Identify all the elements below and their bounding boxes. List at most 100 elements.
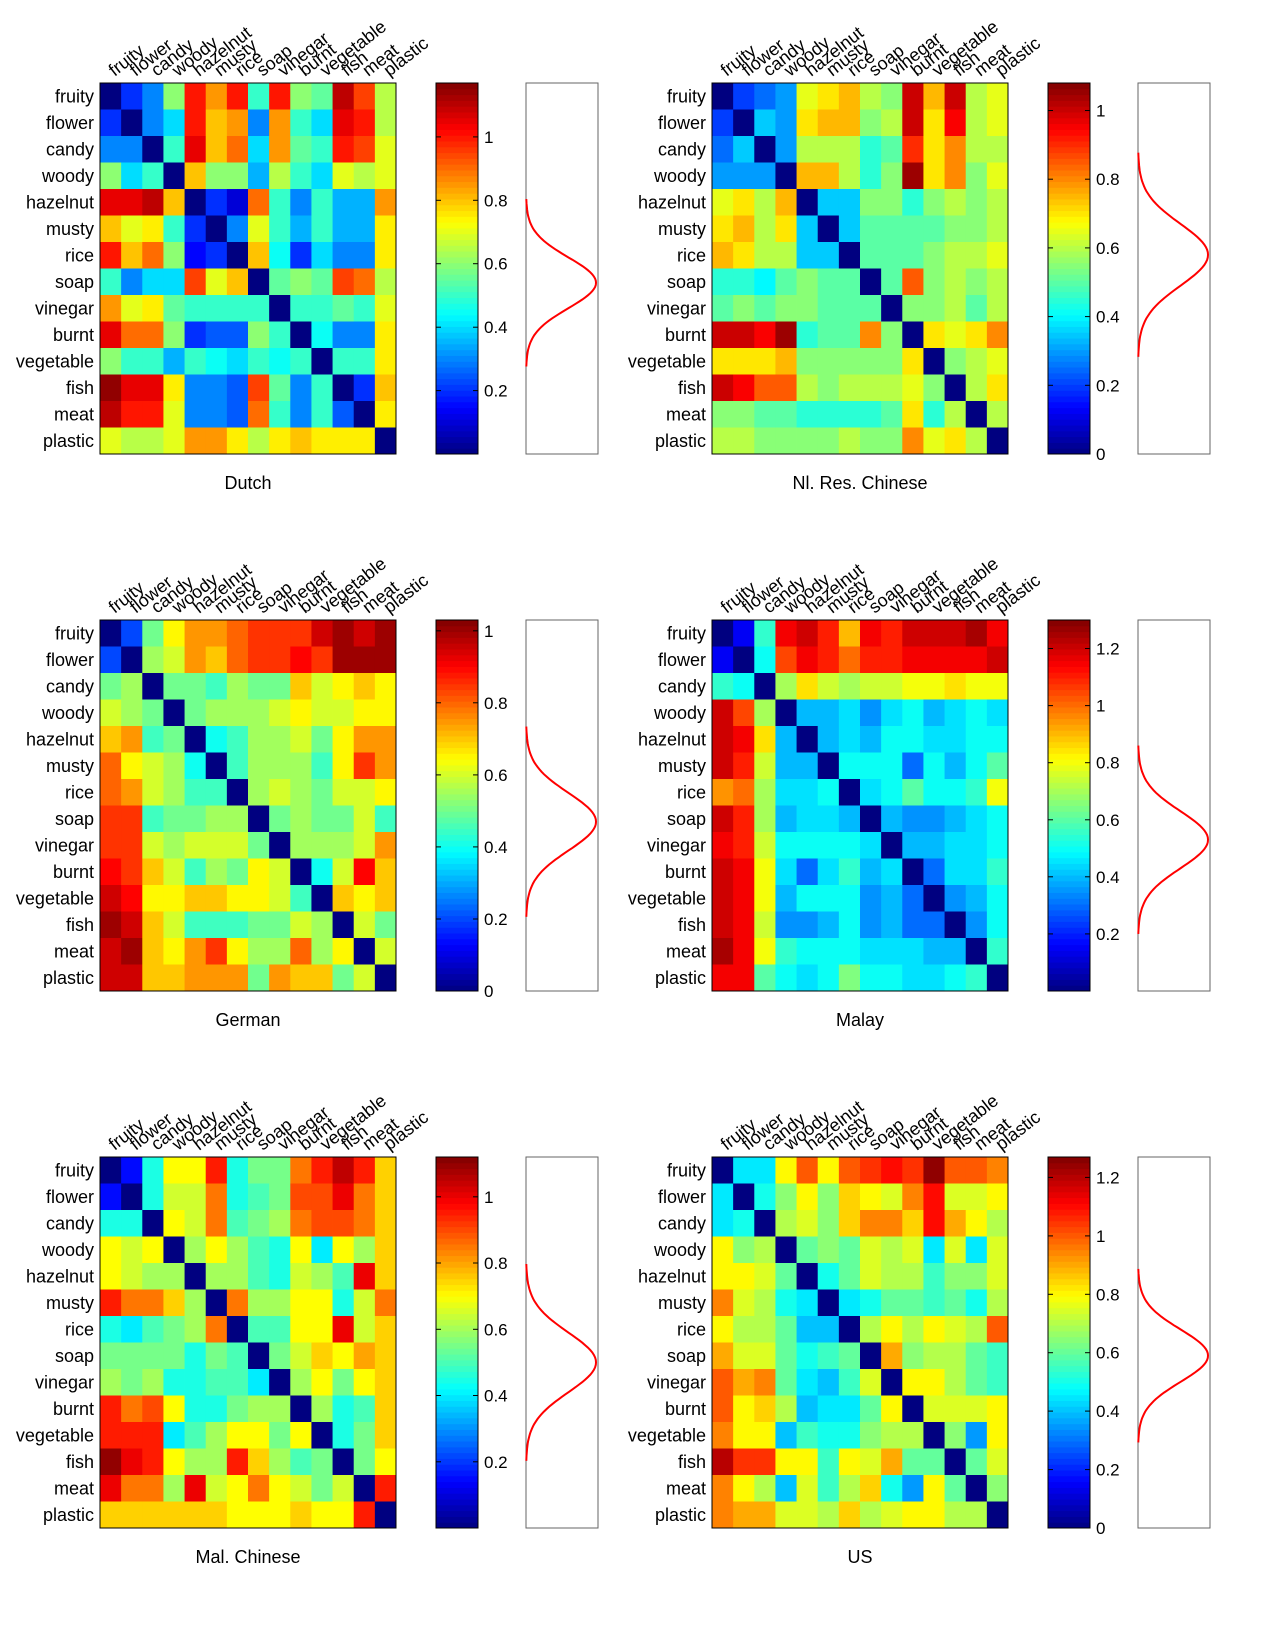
heatmap-cell [902,964,924,992]
heatmap-cell [902,242,924,269]
heatmap-cell [163,699,185,727]
heatmap-cell [142,401,164,428]
colorbar-step [1048,677,1090,685]
heatmap-cell [860,1263,882,1290]
heatmap-cell [902,1342,924,1370]
heatmap-cell [353,136,376,163]
heatmap-cell [311,215,333,243]
row-label: vinegar [647,298,706,318]
heatmap-cell [965,673,988,700]
heatmap-cell [163,1183,185,1211]
heatmap-cell [248,938,270,965]
heatmap-cell [965,1289,988,1317]
row-label: meat [666,941,706,961]
heatmap-cell [311,242,333,269]
heatmap-cell [269,242,291,269]
heatmap-cell [986,1289,1009,1317]
colorbar-step [1048,233,1090,241]
colorbar-step [1048,776,1090,783]
heatmap-cell [311,779,333,806]
heatmap-cell [775,215,797,243]
colorbar-step [436,828,478,835]
heatmap-cell [986,1236,1009,1264]
heatmap-cell [902,1395,924,1423]
heatmap-cell [775,1501,797,1529]
heatmap-cell [860,1316,882,1343]
heatmap-cell [184,1422,207,1449]
colorbar-step [1048,660,1090,667]
heatmap-cell [226,374,249,402]
heatmap-cell [353,699,376,727]
heatmap-cell [353,1395,376,1423]
heatmap-cell [944,162,967,190]
colorbar-step [1048,378,1090,385]
heatmap-cell [733,1448,755,1476]
colorbar-step [1048,193,1090,200]
colorbar-step [436,390,478,397]
colorbar-step [1048,425,1090,432]
heatmap-cell [353,1448,376,1476]
heatmap-cell [733,938,755,965]
heatmap-cell [332,964,355,992]
heatmap-cell [754,321,776,349]
heatmap-cell [332,1369,355,1396]
heatmap-cell [712,1157,734,1184]
row-label: fruity [55,623,94,643]
colorbar-step [436,1481,478,1488]
heatmap-cell [205,646,228,674]
heatmap-cell [332,1422,355,1449]
colorbar-gradient [436,83,478,455]
heatmap-cell [965,1342,988,1370]
heatmap-cell [248,162,270,190]
heatmap-cell [332,401,355,428]
heatmap-cell [775,938,797,965]
row-label: vinegar [647,835,706,855]
colorbar-step [436,227,478,235]
heatmap-cell [142,1475,164,1502]
heatmap-cell [142,348,164,375]
colorbar-gradient [1048,83,1090,455]
row-label: fish [678,378,706,398]
heatmap-cell [163,911,185,939]
heatmap-cell [754,83,776,110]
heatmap-cell [248,911,270,939]
heatmap-cell [796,295,819,322]
heatmap-cell [205,1342,228,1370]
heatmap-cell [775,1448,797,1476]
heatmap-cell [142,699,164,727]
heatmap-cell [269,162,291,190]
row-label: flower [658,650,706,670]
heatmap-cell [775,752,797,780]
heatmap-cell [923,1475,945,1502]
heatmap-cell [923,374,945,402]
heatmap-cell [733,136,755,163]
heatmap-cell [881,646,903,674]
heatmap-cell [923,215,945,243]
heatmap-cell [121,885,143,912]
heatmap-cell [184,401,207,428]
row-label: vegetable [628,888,706,908]
colorbar-step [1048,222,1090,229]
heatmap-cell [965,1236,988,1264]
heatmap-cell [881,1342,903,1370]
heatmap-cell [923,885,945,912]
heatmap-cell [733,646,755,674]
heatmap-cell [311,136,333,163]
heatmap-cell [881,189,903,216]
heatmap-cell [226,673,249,700]
heatmap-cell [142,752,164,780]
heatmap-cell [775,646,797,674]
heatmap-cell [311,295,333,322]
heatmap-cell [775,1316,797,1343]
colorbar-step [1048,268,1090,275]
heatmap-cell [775,401,797,428]
heatmap-cell [290,1157,312,1184]
colorbar-step [436,233,478,241]
heatmap-cell [311,1395,333,1423]
colorbar-step [436,683,478,691]
heatmap-cell [902,321,924,349]
heatmap-cell [142,673,164,700]
colorbar-step [1048,1354,1090,1361]
heatmap-cell [353,109,376,137]
heatmap-cell [142,109,164,137]
